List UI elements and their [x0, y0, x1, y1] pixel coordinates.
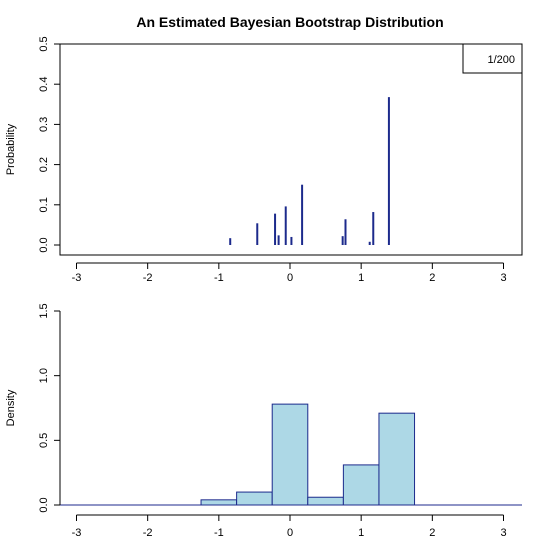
x-tick-label: 1: [358, 272, 364, 284]
legend-text: 1/200: [487, 54, 515, 66]
histogram-bars: [200, 403, 416, 506]
x-tick-label: -3: [72, 527, 82, 539]
x-tick-label: -3: [72, 272, 82, 284]
y-tick-label: 0.0: [38, 237, 50, 252]
x-tick-label: 3: [500, 272, 506, 284]
y-axis-label: Probability: [5, 123, 17, 175]
x-axis: -3 -2 -1 0 1 2 3: [72, 262, 507, 284]
y-axis-label: Density: [5, 389, 17, 426]
legend: 1/200: [462, 43, 523, 74]
x-axis: -3 -2 -1 0 1 2 3: [72, 514, 507, 539]
x-tick-label: -1: [214, 527, 224, 539]
legend-box: [462, 43, 523, 74]
chart-title: An Estimated Bayesian Bootstrap Distribu…: [136, 14, 443, 30]
x-tick-label: 2: [429, 272, 435, 284]
x-tick-label: 1: [358, 527, 364, 539]
x-tick-label: -1: [214, 272, 224, 284]
y-tick-label: 0.3: [38, 117, 50, 132]
histogram-bar: [342, 464, 380, 506]
y-tick-label: 0.1: [38, 197, 50, 212]
x-tick-label: 3: [500, 527, 506, 539]
y-axis: 0.0 0.5 1.0 1.5: [38, 303, 61, 513]
histogram-bar: [378, 412, 416, 506]
y-tick-label: 1.5: [38, 303, 50, 318]
spike-series: [229, 97, 390, 245]
y-tick-label: 0.0: [38, 497, 50, 512]
y-tick-label: 0.2: [38, 157, 50, 172]
histogram-bar: [271, 403, 309, 506]
histogram-bar: [236, 491, 273, 506]
histogram-bar: [200, 499, 238, 506]
y-axis: 0.0 0.1 0.2 0.3 0.4 0.5: [38, 36, 61, 253]
y-tick-label: 0.5: [38, 433, 50, 448]
x-tick-label: 0: [287, 527, 293, 539]
y-tick-label: 0.4: [38, 77, 50, 92]
y-tick-label: 1.0: [38, 368, 50, 383]
x-tick-label: -2: [143, 272, 153, 284]
histogram-bar: [307, 496, 344, 506]
y-tick-label: 0.5: [38, 36, 50, 51]
x-tick-label: 2: [429, 527, 435, 539]
spike-chart-panel: -3 -2 -1 0 1 2 3 0.0 0.1 0.2 0.3 0.4 0.5 Probabilit…: [5, 36, 523, 284]
x-tick-label: 0: [287, 272, 293, 284]
histogram-panel: -3 -2 -1 0 1 2 3 0.0 0.5 1.0 1.5 Density: [5, 303, 522, 539]
x-tick-label: -2: [143, 527, 153, 539]
